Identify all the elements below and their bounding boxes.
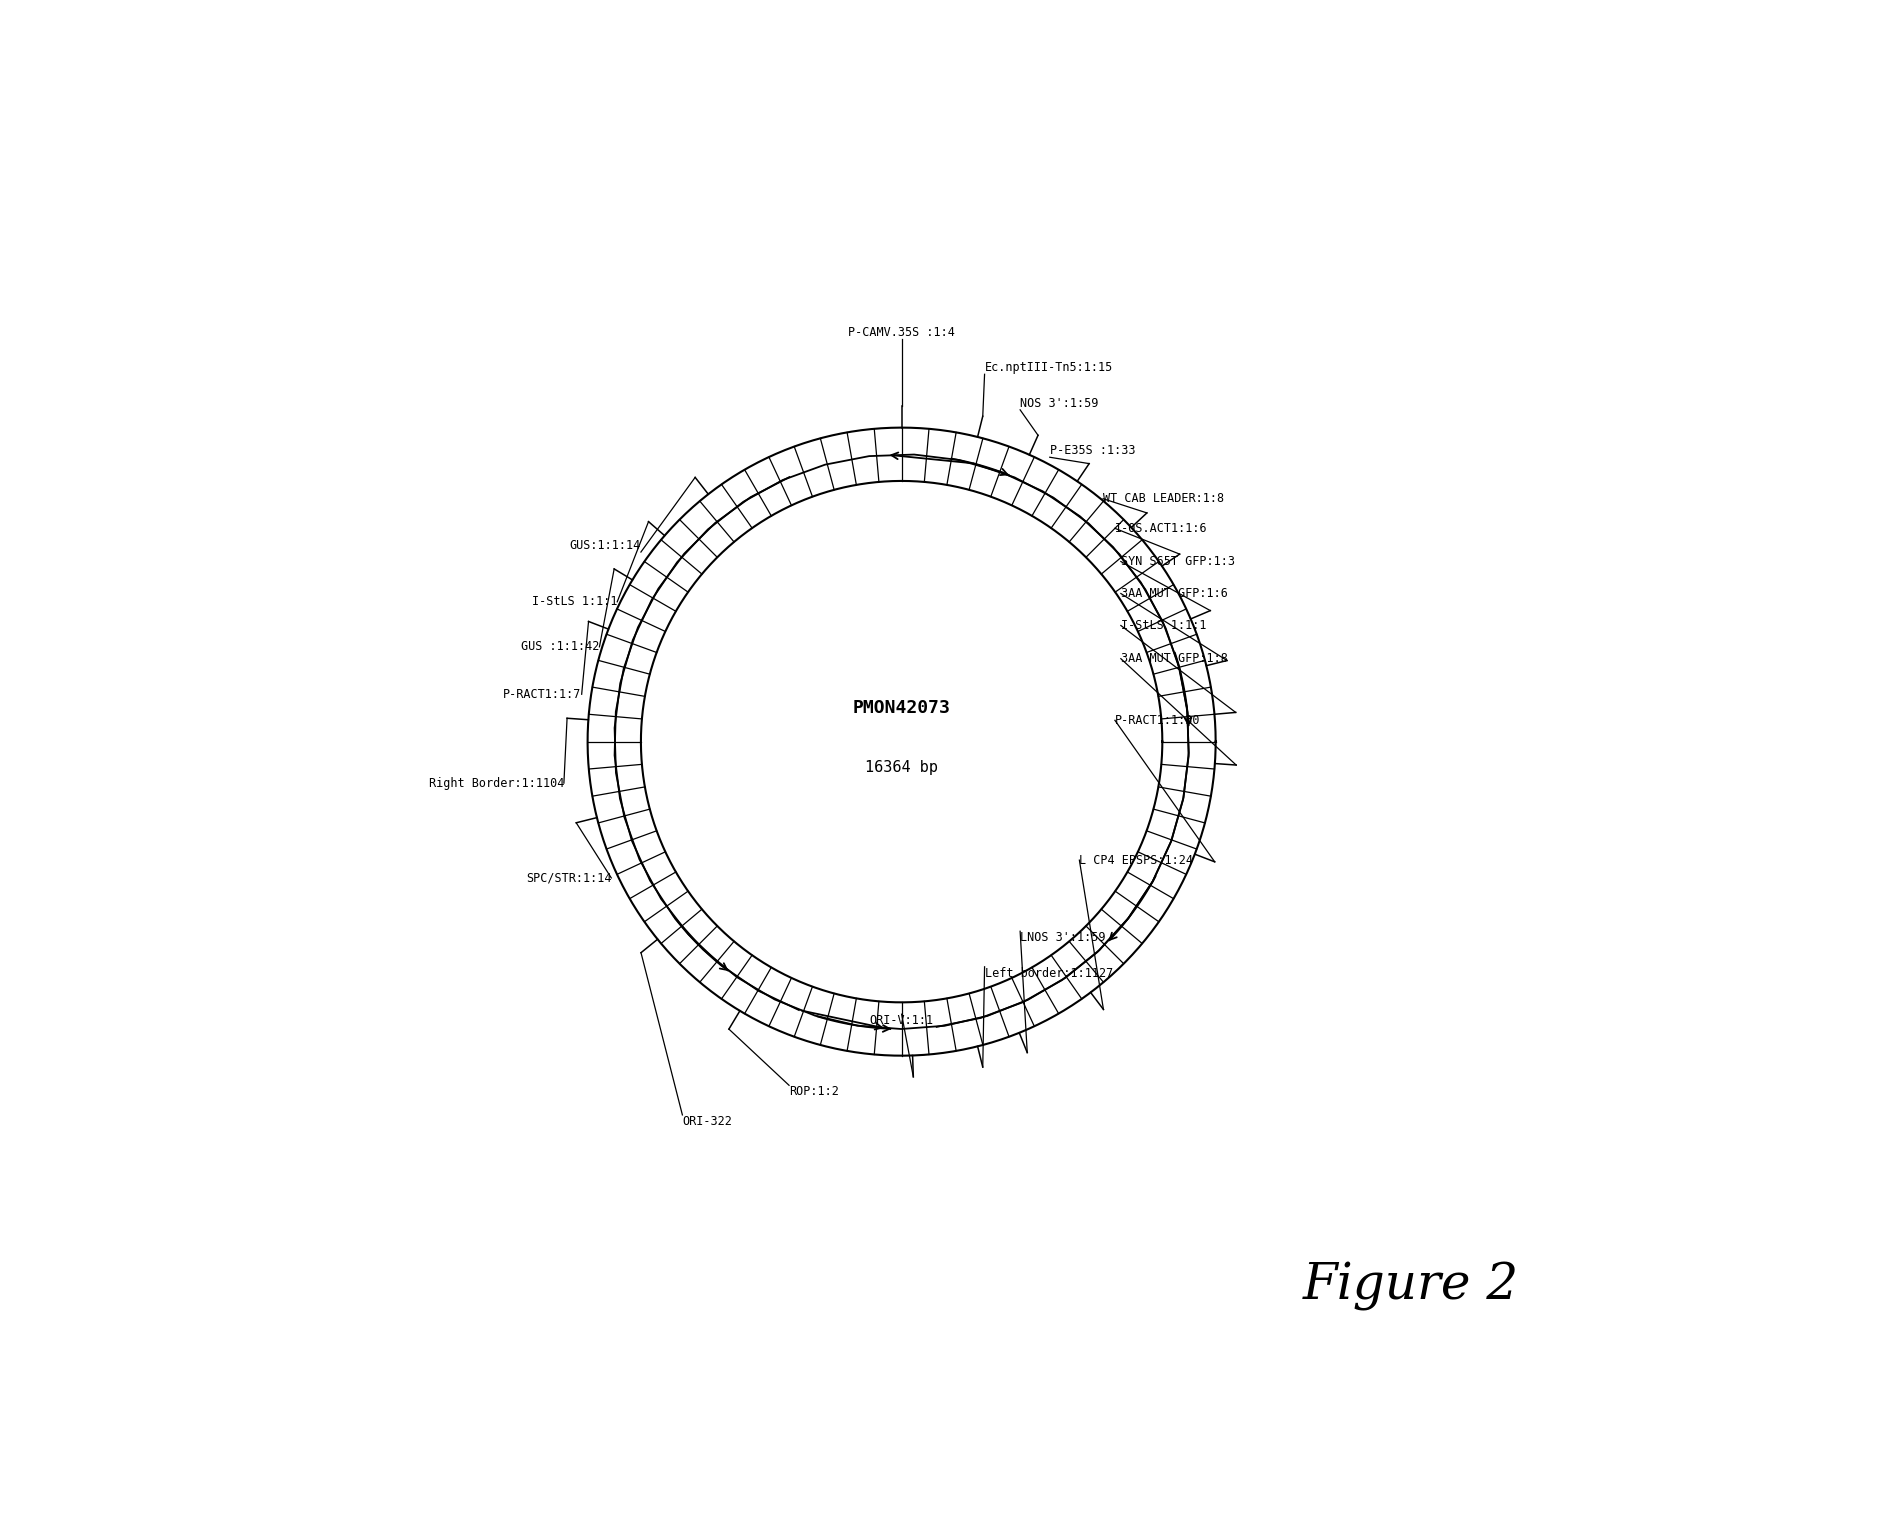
Text: P-E35S :1:33: P-E35S :1:33 bbox=[1050, 445, 1135, 457]
Text: P-RACT1:1:30: P-RACT1:1:30 bbox=[1114, 714, 1200, 726]
Text: ORI-322: ORI-322 bbox=[683, 1114, 733, 1128]
Text: P-CAMV.35S :1:4: P-CAMV.35S :1:4 bbox=[848, 326, 955, 339]
Text: WT CAB LEADER:1:8: WT CAB LEADER:1:8 bbox=[1103, 492, 1224, 505]
Text: PMON42073: PMON42073 bbox=[852, 699, 951, 717]
Text: Figure 2: Figure 2 bbox=[1304, 1262, 1518, 1311]
Text: ROP:1:2: ROP:1:2 bbox=[790, 1085, 839, 1099]
Text: L CP4 EPSPS:1:24: L CP4 EPSPS:1:24 bbox=[1080, 854, 1194, 866]
Text: Left border:1:1127: Left border:1:1127 bbox=[985, 966, 1112, 980]
Text: I-StLS 1:1:1: I-StLS 1:1:1 bbox=[531, 596, 617, 608]
Text: 3AA MUT GFP:1:6: 3AA MUT GFP:1:6 bbox=[1122, 586, 1228, 600]
Text: GUS :1:1:42: GUS :1:1:42 bbox=[522, 640, 600, 654]
Text: I-OS.ACT1:1:6: I-OS.ACT1:1:6 bbox=[1114, 522, 1207, 536]
Text: 3AA MUT GFP:1:8: 3AA MUT GFP:1:8 bbox=[1122, 653, 1228, 665]
Text: P-RACT1:1:7: P-RACT1:1:7 bbox=[503, 688, 581, 700]
Text: LNOS 3':1:59: LNOS 3':1:59 bbox=[1019, 931, 1107, 945]
Text: GUS:1:1:14: GUS:1:1:14 bbox=[569, 539, 642, 553]
Text: I-StLS 1:1:1: I-StLS 1:1:1 bbox=[1122, 619, 1207, 633]
Text: SYN S65T GFP:1:3: SYN S65T GFP:1:3 bbox=[1122, 556, 1236, 568]
Text: Right Border:1:1104: Right Border:1:1104 bbox=[429, 777, 564, 790]
Text: Ec.nptIII-Tn5:1:15: Ec.nptIII-Tn5:1:15 bbox=[985, 362, 1112, 374]
Text: 16364 bp: 16364 bp bbox=[865, 760, 938, 776]
Text: NOS 3':1:59: NOS 3':1:59 bbox=[1019, 397, 1099, 409]
Text: ORI-V:1:1: ORI-V:1:1 bbox=[869, 1014, 934, 1027]
Text: SPC/STR:1:14: SPC/STR:1:14 bbox=[526, 871, 611, 885]
